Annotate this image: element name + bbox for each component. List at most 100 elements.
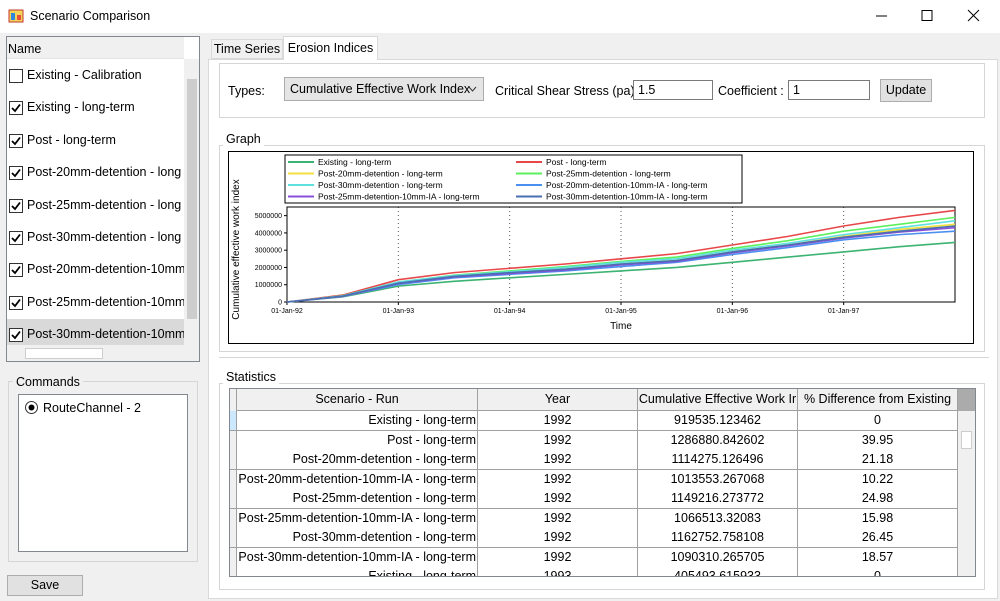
row-header[interactable] — [230, 489, 237, 509]
y-tick-label: 3000000 — [255, 248, 282, 255]
checkbox[interactable] — [9, 231, 23, 245]
dropdown-arrow — [468, 86, 477, 92]
legend-label: Post-30mm-detention - long-term — [318, 180, 443, 190]
list-header: Name — [7, 37, 184, 59]
statistics-table: Scenario - RunYearCumulative Effective W… — [229, 388, 976, 577]
row-header[interactable] — [230, 548, 237, 568]
legend-label: Post-25mm-detention-10mm-IA - long-term — [318, 192, 480, 202]
cell: 1992 — [478, 548, 638, 568]
list-item[interactable]: Post-30mm-detention - long — [7, 222, 184, 252]
cell: 1162752.758108 — [638, 528, 798, 548]
row-header[interactable] — [230, 567, 237, 577]
column-header: Cumulative Effective Work Ir — [638, 389, 798, 411]
row-header[interactable] — [230, 528, 237, 548]
app-icon — [8, 8, 24, 24]
cell: 0 — [798, 411, 958, 431]
item-label: Existing - long-term — [27, 100, 135, 114]
coef-input[interactable]: 1 — [788, 80, 870, 100]
list-item[interactable]: Existing - Calibration — [7, 60, 184, 90]
checkbox-box — [10, 134, 23, 147]
cell: 1066513.32083 — [638, 509, 798, 529]
legend-label: Post-20mm-detention - long-term — [318, 169, 443, 179]
cell: 1992 — [478, 509, 638, 529]
item-label: Post-30mm-detention-10mm — [27, 327, 184, 341]
legend-label: Post-25mm-detention - long-term — [546, 169, 671, 179]
item-label: Existing - Calibration — [27, 68, 142, 82]
list-item[interactable]: Post-25mm-detention - long — [7, 190, 184, 220]
cell: 919535.123462 — [638, 411, 798, 431]
cell: Post-30mm-detention-10mm-IA - long-term — [237, 548, 478, 568]
checkbox[interactable] — [9, 69, 23, 83]
cell: 1992 — [478, 431, 638, 451]
tab[interactable]: Time Series — [211, 39, 283, 59]
column-header: % Difference from Existing — [798, 389, 958, 411]
row-header[interactable] — [230, 470, 237, 490]
list-item[interactable]: Post-20mm-detention - long — [7, 157, 184, 187]
column-header: Scenario - Run — [237, 389, 478, 411]
checkbox[interactable] — [9, 166, 23, 180]
checkbox[interactable] — [9, 296, 23, 310]
cell: 26.45 — [798, 528, 958, 548]
list-item[interactable]: Existing - long-term — [7, 92, 184, 122]
list-item[interactable]: Post-30mm-detention-10mm — [7, 319, 184, 345]
list-items: Existing - Calibration Existing - long-te… — [7, 59, 184, 345]
commands-list: RouteChannel - 2 — [18, 394, 188, 552]
cell: 39.95 — [798, 431, 958, 451]
x-tick-label: 01-Jan-93 — [383, 308, 415, 315]
legend-label: Post - long-term — [546, 157, 606, 167]
y-tick-label: 1000000 — [255, 282, 282, 289]
separator — [219, 357, 989, 359]
window-controls[interactable] — [860, 0, 1000, 33]
y-tick-label: 0 — [278, 300, 282, 307]
v-scrollbar[interactable] — [184, 59, 200, 345]
scroll-thumb[interactable] — [187, 79, 197, 319]
legend-label: Post-30mm-detention-10mm-IA - long-term — [546, 192, 708, 202]
checkbox-box — [10, 102, 23, 115]
scenario-list: Name Existing - Calibration Existing - lo… — [6, 36, 200, 362]
list-item[interactable]: Post - long-term — [7, 125, 184, 155]
radio-dot — [29, 405, 35, 411]
cell: Post-25mm-detention - long-term — [237, 489, 478, 509]
item-label: Post-25mm-detention - long — [27, 198, 181, 212]
maximize[interactable] — [922, 11, 932, 21]
row-header[interactable] — [230, 450, 237, 470]
coef-label: Coefficient : — [718, 84, 784, 98]
shear-input[interactable]: 1.5 — [633, 80, 713, 100]
scroll-thumb[interactable] — [961, 431, 972, 449]
item-label: Post-25mm-detention-10mm — [27, 295, 184, 309]
cell: 405493.615933 — [638, 567, 798, 577]
checkbox-box — [10, 296, 23, 309]
list-item[interactable]: Post-25mm-detention-10mm — [7, 287, 184, 317]
checkbox[interactable] — [9, 328, 23, 342]
update-button[interactable]: Update — [880, 79, 932, 102]
tab-active[interactable]: Erosion Indices — [283, 36, 378, 60]
row-header[interactable] — [230, 431, 237, 451]
chart: 01-Jan-9201-Jan-9301-Jan-9401-Jan-9501-J… — [228, 151, 974, 344]
save-button[interactable]: Save — [7, 575, 83, 596]
h-scrollbar[interactable] — [7, 345, 200, 362]
row-header[interactable] — [230, 411, 237, 431]
v-scrollbar[interactable] — [958, 411, 975, 576]
checkbox[interactable] — [9, 134, 23, 148]
y-tick-label: 4000000 — [255, 230, 282, 237]
list-item[interactable]: Post-20mm-detention-10mm — [7, 254, 184, 284]
cell: 1992 — [478, 489, 638, 509]
checkbox-box — [10, 232, 23, 245]
cell: 1992 — [478, 470, 638, 490]
types-dropdown[interactable]: Cumulative Effective Work Index — [284, 77, 484, 101]
cell: 1114275.126496 — [638, 450, 798, 470]
checkbox[interactable] — [9, 199, 23, 213]
scroll-thumb[interactable] — [25, 348, 103, 359]
cell: 0 — [798, 567, 958, 577]
checkbox[interactable] — [9, 101, 23, 115]
checkbox[interactable] — [9, 263, 23, 277]
cell: 18.57 — [798, 548, 958, 568]
cell: 15.98 — [798, 509, 958, 529]
radio[interactable] — [25, 401, 38, 414]
row-header[interactable] — [230, 509, 237, 529]
command-item[interactable]: RouteChannel - 2 — [23, 399, 183, 417]
window-title: Scenario Comparison — [30, 9, 150, 23]
close[interactable] — [968, 10, 979, 21]
group-title: Statistics — [223, 370, 279, 384]
